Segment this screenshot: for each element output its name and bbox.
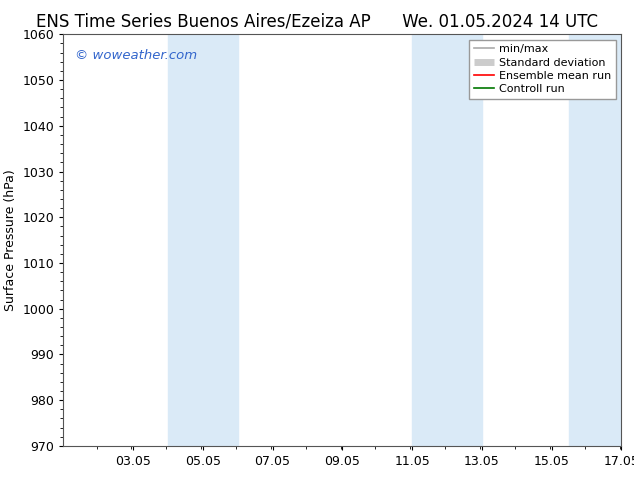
Bar [412,34,482,446]
Bar [168,34,238,446]
Text: © woweather.com: © woweather.com [75,49,197,62]
Y-axis label: Surface Pressure (hPa): Surface Pressure (hPa) [4,169,17,311]
Bar [569,34,621,446]
Legend: min/max, Standard deviation, Ensemble mean run, Controll run: min/max, Standard deviation, Ensemble me… [469,40,616,99]
Text: ENS Time Series Buenos Aires/Ezeiza AP      We. 01.05.2024 14 UTC: ENS Time Series Buenos Aires/Ezeiza AP W… [36,12,598,30]
